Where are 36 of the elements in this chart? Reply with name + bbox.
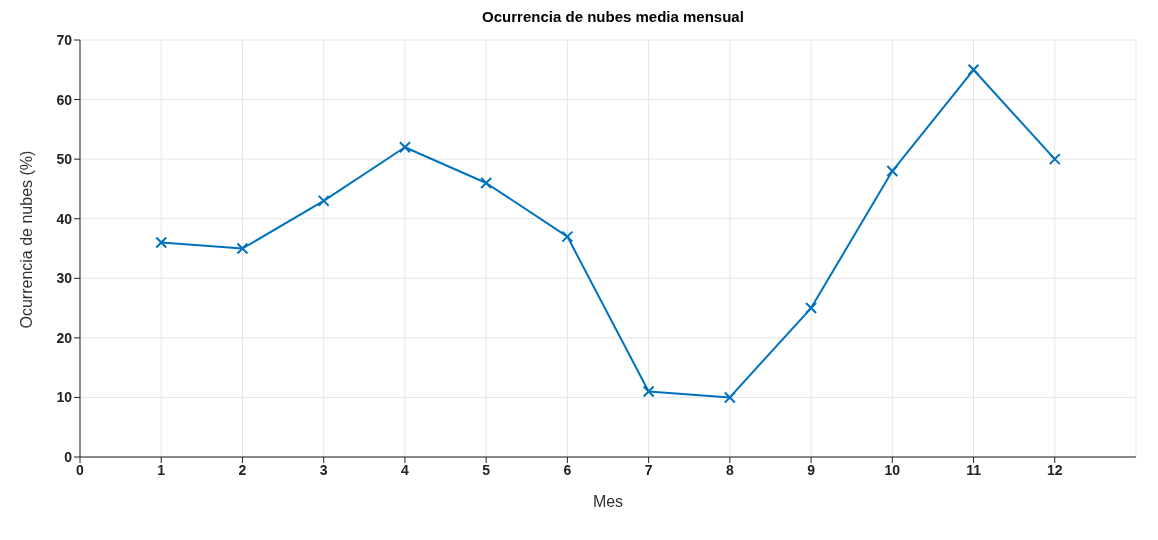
x-tick-label: 11 xyxy=(966,461,982,478)
point xyxy=(967,63,980,76)
y-axis-title: Ocurrencia de nubes (%) xyxy=(17,150,35,329)
y-tick-label: 30 xyxy=(56,270,73,287)
x-tick-label: 0 xyxy=(76,461,85,478)
x-axis-title: Mes xyxy=(592,493,624,510)
point xyxy=(155,236,168,249)
x-tick-label: 8 xyxy=(725,461,734,478)
y-tick-label: 10 xyxy=(56,389,73,406)
x-tick-label: 5 xyxy=(482,461,491,478)
x-tick-label: 1 xyxy=(157,461,166,478)
point xyxy=(805,302,818,315)
point xyxy=(398,141,411,154)
y-tick-label: 0 xyxy=(64,448,73,465)
x-tick-label: 4 xyxy=(401,461,410,478)
x-tick-label: 12 xyxy=(1046,461,1063,478)
point xyxy=(480,176,493,189)
y-tick-label: 20 xyxy=(56,329,73,346)
y-tick-label: 40 xyxy=(56,210,73,227)
point xyxy=(723,391,736,404)
point xyxy=(561,230,574,243)
x-tick-label: 6 xyxy=(563,461,572,478)
point xyxy=(642,385,655,398)
y-tick-label: 70 xyxy=(56,31,73,48)
x-tick-label: 3 xyxy=(319,461,328,478)
y-tick-label: 60 xyxy=(56,91,73,108)
y-tick-label: 50 xyxy=(56,151,73,168)
x-tick-label: 2 xyxy=(238,461,247,478)
point xyxy=(1048,153,1061,166)
point xyxy=(317,194,330,207)
point xyxy=(236,242,249,255)
x-tick-label: 7 xyxy=(644,461,653,478)
x-tick-label: 9 xyxy=(807,461,816,478)
chart-title: Ocurrencia de nubes media mensual xyxy=(481,8,745,27)
x-tick-label: 10 xyxy=(884,461,901,478)
point xyxy=(886,165,899,178)
